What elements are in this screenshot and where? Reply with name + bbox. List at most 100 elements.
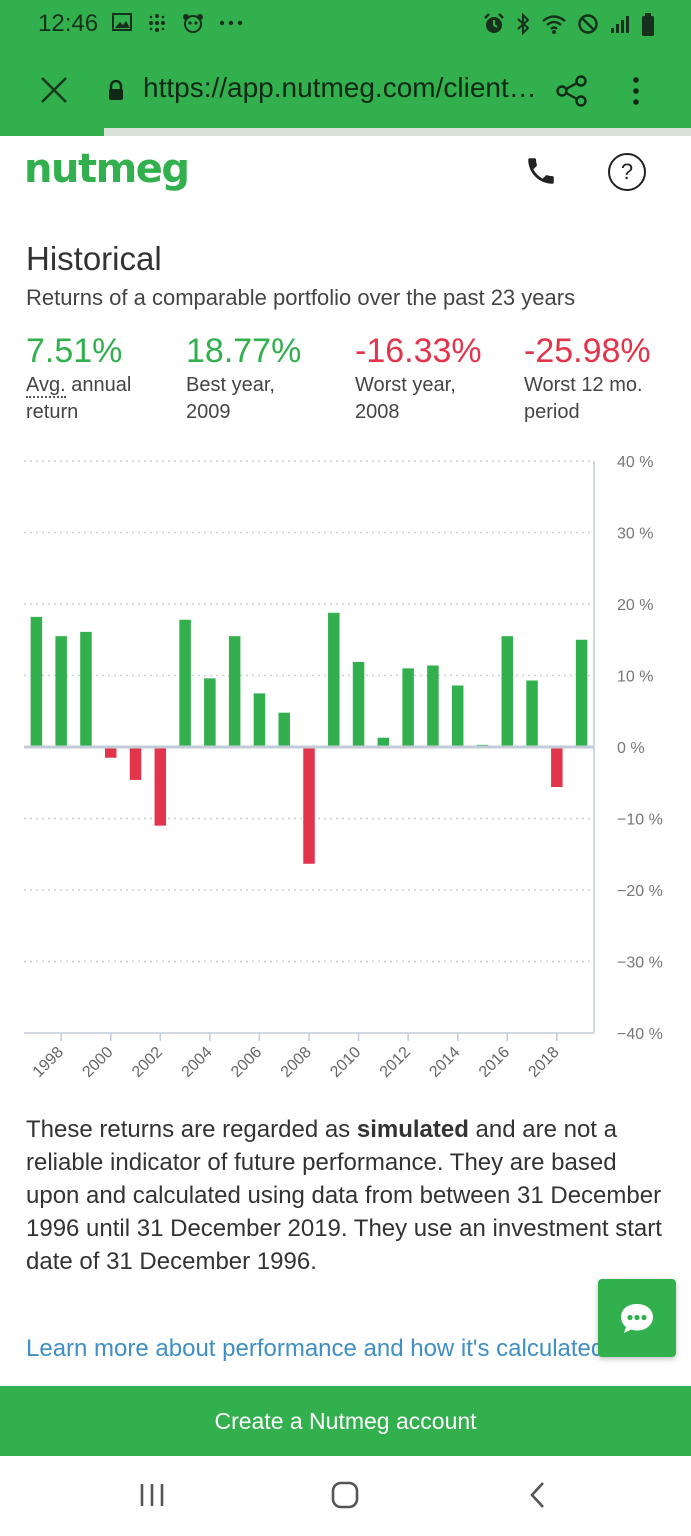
disclaimer-text: These returns are regarded as simulated …: [26, 1113, 676, 1278]
stat-label-abbr[interactable]: Avg.: [26, 374, 66, 398]
disclaimer-bold: simulated: [356, 1116, 469, 1143]
bar-2003[interactable]: [179, 619, 191, 747]
back-icon[interactable]: [526, 1480, 550, 1515]
bar-2000[interactable]: [104, 747, 117, 758]
bar-2010[interactable]: [352, 661, 365, 747]
help-icon[interactable]: ?: [608, 153, 646, 191]
stat-label: Worst 12 mo. period: [524, 372, 684, 426]
battery-icon: [641, 13, 655, 43]
x-tick-label: 2018: [525, 1044, 562, 1081]
x-tick-label: 2014: [426, 1044, 463, 1081]
bar-2002[interactable]: [154, 747, 167, 826]
x-tick-label: 2002: [129, 1044, 166, 1081]
x-tick-label: 2016: [476, 1044, 513, 1081]
bar-2005[interactable]: [228, 636, 241, 747]
bar-2014[interactable]: [451, 685, 464, 747]
page-load-progress-fill: [0, 128, 104, 136]
stat-worst-12-months: -25.98% Worst 12 mo. period: [524, 332, 684, 426]
bar-1997[interactable]: [30, 616, 43, 747]
close-tab-icon[interactable]: [38, 74, 70, 106]
create-account-button[interactable]: Create a Nutmeg account: [0, 1386, 691, 1456]
x-tick-label: 2012: [377, 1044, 414, 1081]
wifi-icon: [541, 13, 567, 43]
y-tick-label: 0 %: [617, 740, 645, 757]
lock-icon: [107, 79, 125, 107]
bar-2019[interactable]: [575, 639, 588, 747]
y-tick-label: 40 %: [617, 454, 653, 471]
bar-2016[interactable]: [501, 636, 514, 747]
historical-returns-chart: 40 %30 %20 %10 %0 %−10 %−20 %−30 %−40 % …: [24, 454, 663, 1081]
stat-value: -16.33%: [355, 332, 482, 370]
y-tick-label: −30 %: [617, 955, 663, 972]
chart-bars: [30, 612, 588, 864]
gallery-icon: [112, 13, 132, 39]
stat-label-line1: Worst 12 mo.: [524, 374, 643, 396]
y-tick-label: −20 %: [617, 883, 663, 900]
home-icon[interactable]: [330, 1480, 360, 1515]
stat-label-line1: Worst year,: [355, 374, 456, 396]
stat-label: Avg. annual return: [26, 372, 186, 426]
signal-icon: [609, 13, 631, 43]
more-vert-icon[interactable]: [628, 76, 644, 111]
disclaimer-part2: and are not a reliable indicator of futu…: [26, 1116, 662, 1275]
stat-best-year: 18.77% Best year, 2009: [186, 332, 346, 426]
section-title: Historical: [26, 240, 162, 277]
bar-2011[interactable]: [377, 737, 390, 747]
alarm-icon: [483, 13, 505, 43]
stat-value: 7.51%: [26, 332, 123, 370]
bar-2004[interactable]: [204, 678, 216, 747]
bar-2006[interactable]: [253, 693, 266, 747]
stat-label-line1: Best year,: [186, 374, 275, 396]
stat-label-line2: 2008: [355, 401, 400, 423]
phone-icon[interactable]: [524, 154, 558, 193]
chart-gridlines: [24, 460, 594, 963]
share-icon[interactable]: [555, 74, 589, 113]
learn-more-link[interactable]: Learn more about performance and how it'…: [26, 1335, 619, 1362]
bar-2001[interactable]: [129, 747, 142, 780]
bar-2012[interactable]: [402, 668, 414, 747]
x-tick-label: 2004: [179, 1044, 216, 1081]
x-tick-label: 2006: [228, 1044, 265, 1081]
y-tick-label: 20 %: [617, 597, 653, 614]
bar-2009[interactable]: [328, 612, 340, 747]
nutmeg-logo[interactable]: nutmeg: [24, 146, 190, 192]
stat-value: -25.98%: [524, 332, 651, 370]
section-subtitle: Returns of a comparable portfolio over t…: [26, 285, 576, 310]
chart-axes: [24, 461, 595, 1041]
stat-value: 18.77%: [186, 332, 302, 370]
stat-label-line2: 2009: [186, 401, 231, 423]
stat-worst-year: -16.33% Worst year, 2008: [355, 332, 515, 426]
page-load-progress: [0, 128, 691, 136]
stat-label-line2: return: [26, 401, 79, 423]
stat-label: Worst year, 2008: [355, 372, 515, 426]
browser-toolbar: https://app.nutmeg.com/client…: [0, 52, 691, 130]
stat-label-rest: annual: [65, 374, 132, 396]
y-tick-label: 30 %: [617, 526, 653, 543]
system-nav-bar: [0, 1456, 691, 1536]
bluetooth-icon: [515, 12, 531, 43]
y-tick-label: 10 %: [617, 669, 653, 686]
stat-label: Best year, 2009: [186, 372, 346, 426]
url-field[interactable]: https://app.nutmeg.com/client…: [143, 72, 537, 103]
bar-1998[interactable]: [55, 636, 67, 747]
x-tick-label: 1998: [30, 1044, 67, 1081]
bar-2017[interactable]: [526, 680, 538, 747]
chat-button[interactable]: [598, 1279, 676, 1357]
status-time: 12:46: [38, 10, 99, 37]
stat-avg-annual-return: 7.51% Avg. annual return: [26, 332, 186, 426]
disclaimer-part1: These returns are regarded as: [26, 1116, 357, 1143]
y-tick-label: −10 %: [617, 812, 663, 829]
x-tick-label: 2010: [327, 1044, 364, 1081]
x-tick-label: 2000: [79, 1044, 116, 1081]
bar-2007[interactable]: [278, 712, 290, 747]
bar-1999[interactable]: [80, 631, 92, 747]
bar-2013[interactable]: [427, 665, 439, 747]
bar-2018[interactable]: [551, 747, 563, 788]
chat-bubble-icon: [619, 1300, 655, 1341]
recent-apps-icon[interactable]: [138, 1480, 166, 1515]
do-not-disturb-icon: [577, 13, 599, 43]
status-bar: 12:46: [0, 0, 691, 52]
y-tick-label: −40 %: [617, 1026, 663, 1043]
bar-2008[interactable]: [303, 747, 315, 864]
stat-label-line2: period: [524, 401, 580, 423]
